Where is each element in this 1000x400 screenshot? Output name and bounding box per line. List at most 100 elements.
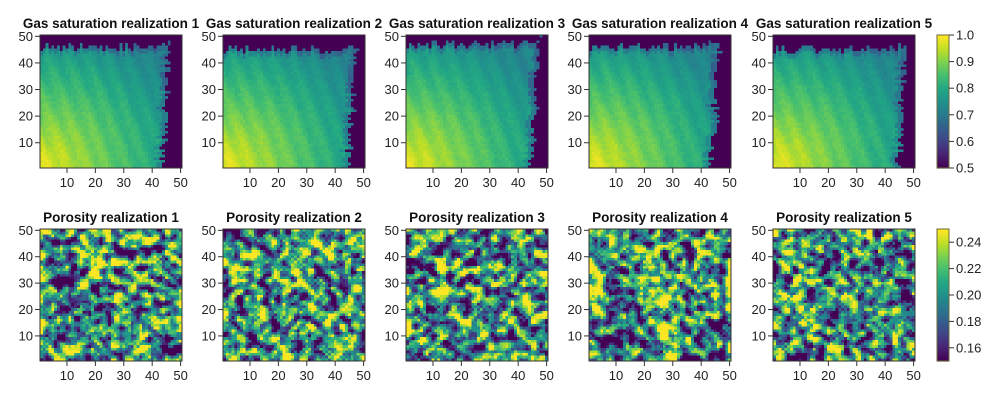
colorbar-segment bbox=[937, 128, 949, 131]
y-tick-label: 20 bbox=[568, 109, 582, 124]
colorbar-segment bbox=[937, 81, 949, 85]
x-tick-label: 10 bbox=[243, 175, 257, 190]
colorbar-segment bbox=[937, 141, 949, 145]
panel-title: Gas saturation realization 4 bbox=[572, 16, 749, 31]
y-tick-label: 50 bbox=[19, 223, 33, 238]
colorbar-segment bbox=[937, 117, 949, 120]
colorbar-segment bbox=[937, 297, 949, 300]
x-tick-label: 20 bbox=[821, 175, 835, 190]
colorbar-segment bbox=[937, 48, 949, 52]
x-tick-label: 40 bbox=[694, 368, 708, 383]
colorbar-segment bbox=[937, 347, 949, 351]
colorbar-segment bbox=[937, 330, 949, 333]
y-tick-label: 40 bbox=[568, 55, 582, 70]
colorbar-segment bbox=[937, 264, 949, 267]
x-tick-label: 50 bbox=[539, 368, 553, 383]
y-tick-label: 30 bbox=[752, 276, 766, 291]
x-tick-label: 10 bbox=[609, 175, 623, 190]
colorbar-segment bbox=[937, 66, 949, 69]
y-tick-label: 50 bbox=[752, 29, 766, 44]
heatmap-cells bbox=[406, 229, 548, 361]
y-tick-label: 20 bbox=[202, 109, 216, 124]
colorbar-segment bbox=[937, 292, 949, 296]
colorbar-segment bbox=[937, 46, 949, 49]
y-tick-label: 20 bbox=[202, 302, 216, 317]
colorbar-segment bbox=[937, 240, 949, 243]
x-tick-label: 20 bbox=[637, 175, 651, 190]
x-tick-label: 50 bbox=[906, 175, 920, 190]
x-tick-label: 40 bbox=[328, 368, 342, 383]
y-tick-label: 10 bbox=[202, 135, 216, 150]
y-tick-label: 50 bbox=[202, 29, 216, 44]
x-tick-label: 50 bbox=[356, 175, 370, 190]
panel-title: Gas saturation realization 2 bbox=[206, 16, 382, 31]
colorbar-tick-label: 0.9 bbox=[956, 54, 974, 69]
colorbar-segment bbox=[937, 132, 949, 136]
x-tick-label: 50 bbox=[173, 175, 187, 190]
x-tick-label: 20 bbox=[454, 175, 468, 190]
colorbar-segment bbox=[937, 119, 949, 123]
y-tick-label: 50 bbox=[202, 223, 216, 238]
y-tick-label: 20 bbox=[752, 109, 766, 124]
colorbar-segment bbox=[937, 231, 949, 234]
colorbar-segment bbox=[937, 314, 949, 318]
heatmap-cells bbox=[406, 35, 548, 168]
colorbar-segment bbox=[937, 235, 949, 239]
panel-title: Gas saturation realization 5 bbox=[756, 16, 933, 31]
colorbar-segment bbox=[937, 345, 949, 349]
x-tick-label: 20 bbox=[88, 368, 102, 383]
x-tick-label: 30 bbox=[117, 175, 131, 190]
x-tick-label: 10 bbox=[793, 175, 807, 190]
y-tick-label: 40 bbox=[19, 249, 33, 264]
colorbar-segment bbox=[937, 159, 949, 162]
x-tick-label: 10 bbox=[426, 368, 440, 383]
porosity-panel-4: Porosity realization 4 10 20 30 40 50 10 20 30 40… bbox=[568, 210, 737, 383]
colorbar-segment bbox=[937, 341, 949, 344]
colorbar-segment bbox=[937, 50, 949, 54]
panel-title: Gas saturation realization 3 bbox=[389, 16, 566, 31]
x-tick-label: 20 bbox=[88, 175, 102, 190]
x-tick-label: 20 bbox=[454, 368, 468, 383]
y-tick-label: 50 bbox=[568, 29, 582, 44]
x-tick-label: 30 bbox=[666, 368, 680, 383]
x-tick-label: 50 bbox=[722, 175, 736, 190]
colorbar-segment bbox=[937, 262, 949, 265]
colorbar-segment bbox=[937, 321, 949, 325]
x-tick-label: 40 bbox=[878, 175, 892, 190]
colorbar-segment bbox=[937, 39, 949, 43]
colorbar-segment bbox=[937, 281, 949, 285]
colorbar-segment bbox=[937, 99, 949, 103]
x-tick-label: 10 bbox=[793, 368, 807, 383]
colorbar-segment bbox=[937, 57, 949, 60]
colorbar-frame bbox=[936, 34, 950, 169]
panel-title: Gas saturation realization 1 bbox=[23, 16, 200, 31]
colorbar-segment bbox=[937, 306, 949, 309]
colorbar-segment bbox=[937, 248, 949, 252]
colorbar-segment bbox=[937, 130, 949, 134]
colorbar-segment bbox=[937, 308, 949, 311]
x-tick-label: 40 bbox=[878, 368, 892, 383]
axes-frame bbox=[588, 34, 732, 169]
y-tick-label: 30 bbox=[19, 82, 33, 97]
colorbar-segment bbox=[937, 112, 949, 116]
y-tick-label: 40 bbox=[568, 249, 582, 264]
colorbar-segment bbox=[937, 83, 949, 87]
heatmap-cells bbox=[223, 35, 365, 168]
panel-title: Porosity realization 5 bbox=[776, 210, 912, 225]
y-tick-label: 50 bbox=[752, 223, 766, 238]
colorbar-segment bbox=[937, 114, 949, 118]
colorbar-segment bbox=[937, 72, 949, 76]
colorbar-segment bbox=[937, 257, 949, 261]
colorbar-segment bbox=[937, 288, 949, 292]
axes-frame bbox=[39, 34, 183, 169]
y-tick-label: 20 bbox=[385, 302, 399, 317]
colorbar-segment bbox=[937, 92, 949, 96]
colorbar-segment bbox=[937, 63, 949, 67]
y-tick-label: 50 bbox=[385, 29, 399, 44]
colorbar-segment bbox=[937, 244, 949, 248]
colorbar-segment bbox=[937, 277, 949, 281]
x-tick-label: 50 bbox=[173, 368, 187, 383]
x-tick-label: 50 bbox=[539, 175, 553, 190]
colorbar-segment bbox=[937, 152, 949, 156]
x-tick-label: 30 bbox=[666, 175, 680, 190]
